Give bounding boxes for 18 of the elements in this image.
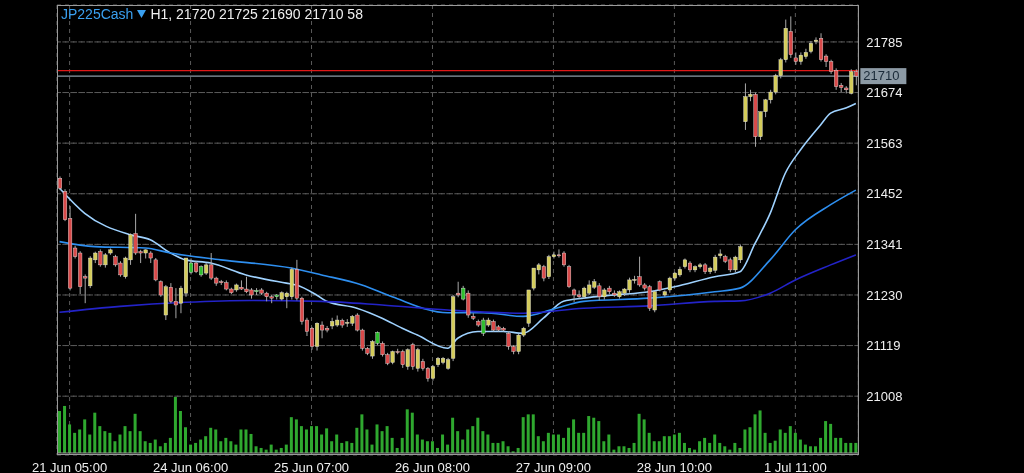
ref-line-label: 21710: [863, 68, 900, 84]
x-tick-label: 26 Jun 08:00: [394, 460, 471, 473]
y-tick-label: 21785: [866, 34, 903, 50]
y-tick-label: 21452: [866, 186, 903, 202]
y-tick-label: 21674: [866, 85, 903, 101]
y-tick-label: 21119: [866, 338, 901, 354]
x-tick-label: 24 Jun 06:00: [152, 460, 229, 473]
x-tick-label: 21 Jun 05:00: [32, 460, 108, 473]
chart-subtitle: H1, 21720 21725 21690 21710 58: [150, 6, 363, 22]
y-tick-label: 21230: [866, 287, 903, 303]
x-tick-label: 25 Jun 07:00: [273, 460, 350, 473]
chart-title: JP225Cash: [61, 6, 134, 22]
y-tick-label: 21008: [866, 388, 903, 404]
x-tick-label: 27 Jun 09:00: [515, 460, 592, 473]
x-tick-label: 1 Jul 11:00: [764, 460, 827, 473]
y-tick-label: 21341: [866, 236, 903, 252]
y-tick-label: 21563: [866, 135, 903, 151]
x-tick-label: 28 Jun 10:00: [636, 460, 712, 473]
